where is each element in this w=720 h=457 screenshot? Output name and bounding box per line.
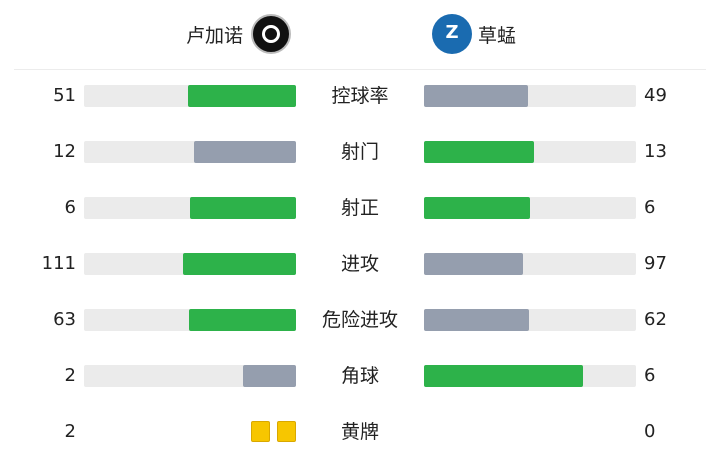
header-divider — [14, 69, 706, 70]
stat-label: 黄牌 — [340, 421, 379, 443]
stat-label: 控球率 — [331, 85, 389, 107]
away-team-logo-icon — [432, 14, 472, 54]
stat-row: 2 角球 6 — [0, 365, 720, 387]
home-value: 12 — [53, 141, 76, 162]
away-bar-track — [424, 309, 636, 331]
home-bar-fill — [190, 197, 296, 219]
stat-row: 6 射正 6 — [0, 197, 720, 219]
away-bar-track — [424, 85, 636, 107]
stat-row: 63 危险进攻 62 — [0, 309, 720, 331]
away-bar-fill — [424, 197, 530, 219]
home-bar-track — [84, 309, 296, 331]
away-bar-track — [424, 365, 636, 387]
stat-label: 危险进攻 — [321, 309, 398, 331]
home-value: 111 — [41, 253, 76, 274]
stat-row: 51 控球率 49 — [0, 85, 720, 107]
away-bar-fill — [424, 141, 535, 163]
home-bar-track — [84, 85, 296, 107]
home-value: 2 — [64, 365, 76, 386]
away-bar-track — [424, 253, 636, 275]
away-value: 13 — [644, 141, 667, 162]
home-bar-fill — [189, 309, 296, 331]
stat-label: 射门 — [340, 141, 379, 163]
home-bar-track — [84, 197, 296, 219]
stat-row: 12 射门 13 — [0, 141, 720, 163]
home-bar-fill — [194, 141, 296, 163]
away-bar-fill — [424, 365, 583, 387]
home-bar-track — [84, 365, 296, 387]
home-bar-track — [84, 141, 296, 163]
home-bar-track — [84, 253, 296, 275]
away-value: 49 — [644, 85, 667, 106]
yellow-card-icon — [277, 421, 296, 442]
home-team: 卢加诺 — [186, 14, 292, 54]
home-bar-fill — [187, 85, 296, 107]
home-value: 63 — [53, 309, 76, 330]
stat-label: 进攻 — [340, 253, 379, 275]
away-team-name: 草蜢 — [478, 24, 517, 47]
away-bar-fill — [424, 253, 523, 275]
home-team-logo-icon — [251, 14, 292, 54]
home-bar-fill — [182, 253, 296, 275]
away-value: 62 — [644, 309, 667, 330]
stat-row-yellow-cards: 2 黄牌 0 — [0, 421, 720, 443]
away-bar-track — [424, 197, 636, 219]
away-value: 97 — [644, 253, 667, 274]
away-bar-fill — [424, 85, 528, 107]
home-value: 51 — [53, 85, 76, 106]
away-value: 6 — [644, 365, 656, 386]
away-bar-fill — [424, 309, 530, 331]
stat-label: 射正 — [340, 197, 379, 219]
home-value: 2 — [64, 421, 76, 442]
away-value: 0 — [644, 421, 656, 442]
home-bar-fill — [243, 365, 296, 387]
stat-label: 角球 — [340, 365, 379, 387]
home-team-name: 卢加诺 — [186, 24, 244, 47]
yellow-card-icon — [251, 421, 270, 442]
stat-row: 111 进攻 97 — [0, 253, 720, 275]
away-value: 6 — [644, 197, 656, 218]
home-value: 6 — [64, 197, 76, 218]
away-bar-track — [424, 141, 636, 163]
away-team: 草蜢 — [432, 14, 516, 54]
